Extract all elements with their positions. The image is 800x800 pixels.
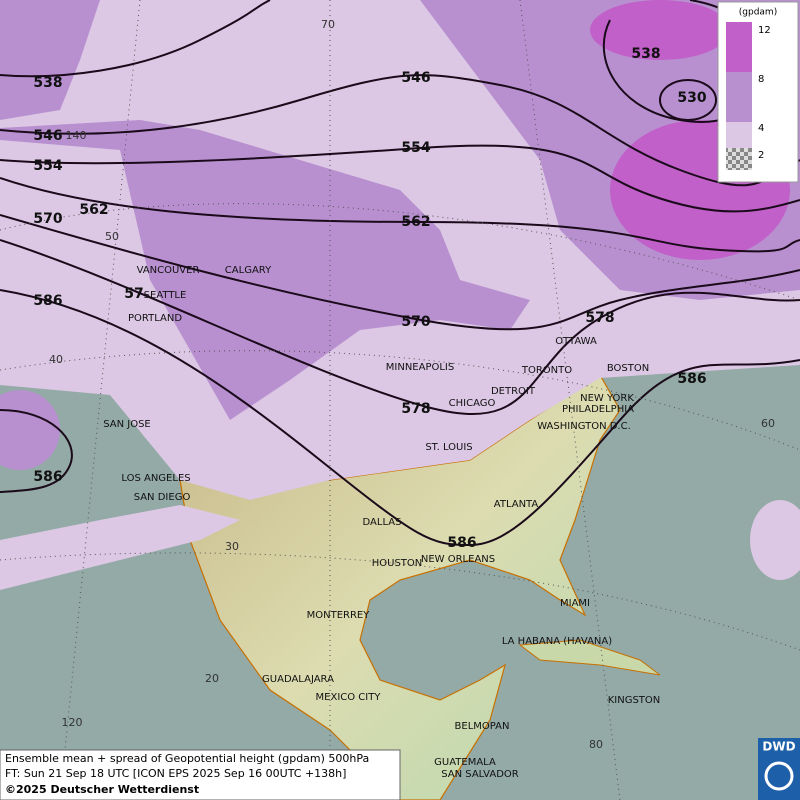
graticule-label: 50 [105, 230, 119, 243]
legend-tick: 2 [758, 150, 764, 161]
graticule-label: 80 [589, 738, 603, 751]
city-label: SAN DIEGO [134, 492, 191, 503]
spread-low-atlantic [750, 500, 800, 580]
contour-label: 586 [677, 371, 706, 387]
contour-label: 57 [124, 286, 143, 302]
city-label: VANCOUVER [137, 265, 200, 276]
caption-line: Ensemble mean + spread of Geopotential h… [5, 752, 369, 765]
contour-label: 586 [447, 535, 476, 551]
city-label: LOS ANGELES [121, 473, 190, 484]
graticule-label: 120 [62, 716, 83, 729]
graticule-label: 20 [205, 672, 219, 685]
city-label: LA HABANA (HAVANA) [502, 636, 612, 647]
legend-unit: (gpdam) [739, 8, 777, 18]
legend-tick: 8 [758, 74, 764, 85]
city-label: MEXICO CITY [316, 692, 382, 703]
graticule-label: 30 [225, 540, 239, 553]
legend-swatch [726, 148, 752, 170]
contour-label: 554 [33, 158, 62, 174]
logo-swirl [764, 761, 794, 791]
city-label: MONTERREY [307, 610, 371, 621]
city-label: ST. LOUIS [425, 442, 472, 453]
city-label: SEATTLE [144, 290, 187, 301]
contour-label: 586 [33, 469, 62, 485]
city-label: PHILADELPHIA [562, 404, 634, 415]
legend-tick: 4 [758, 123, 764, 134]
city-label: CHICAGO [449, 398, 496, 409]
legend-swatch [726, 22, 752, 72]
city-label: DALLAS [363, 517, 402, 528]
legend-swatch [726, 72, 752, 122]
contour-label: 562 [79, 202, 108, 218]
spread-low-pacific [0, 505, 240, 590]
city-label: OTTAWA [555, 336, 597, 347]
contour-label: 538 [631, 46, 660, 62]
city-label: HOUSTON [372, 558, 423, 569]
contour-label: 538 [33, 75, 62, 91]
legend-swatch [726, 122, 752, 148]
city-label: GUATEMALA [434, 757, 496, 768]
graticule-label: 140 [66, 129, 87, 142]
graticule-label: 60 [761, 417, 775, 430]
logo: DWD [762, 740, 795, 754]
contour-label: 562 [401, 214, 430, 230]
city-label: KINGSTON [608, 695, 661, 706]
city-label: DETROIT [491, 386, 536, 397]
city-label: CALGARY [225, 265, 272, 276]
contour-label: 570 [33, 211, 62, 227]
city-label: NEW YORK [580, 393, 634, 404]
city-label: MINNEAPOLIS [386, 362, 454, 373]
contour-label: 578 [401, 401, 430, 417]
spread-mid [0, 0, 800, 420]
contour-label: 546 [401, 70, 430, 86]
caption-line: ©2025 Deutscher Wetterdienst [5, 783, 199, 796]
contour-label: 586 [33, 293, 62, 309]
city-label: SAN SALVADOR [441, 769, 518, 780]
city-label: TORONTO [521, 365, 572, 376]
city-label: WASHINGTON D.C. [537, 421, 631, 432]
city-label: PORTLAND [128, 313, 182, 324]
city-label: MIAMI [560, 598, 590, 609]
city-label: SAN JOSE [103, 419, 151, 430]
caption-box [0, 749, 401, 800]
cuba [518, 639, 661, 676]
graticule-label: 70 [321, 18, 335, 31]
city-label: BELMOPAN [455, 721, 510, 732]
city-label: NEW ORLEANS [421, 554, 495, 565]
contour-label: 554 [401, 140, 430, 156]
city-label: BOSTON [607, 363, 649, 374]
legend-tick: 12 [758, 25, 771, 36]
spread-high-north [590, 0, 730, 60]
caption-line: FT: Sun 21 Sep 18 UTC [ICON EPS 2025 Sep… [5, 767, 346, 780]
contour-label: 546 [33, 128, 62, 144]
contour-label: 530 [677, 90, 706, 106]
graticule-label: 40 [49, 353, 63, 366]
contour-label: 570 [401, 314, 430, 330]
city-label: GUADALAJARA [262, 674, 334, 685]
city-label: ATLANTA [494, 499, 539, 510]
contour-label: 578 [585, 310, 614, 326]
